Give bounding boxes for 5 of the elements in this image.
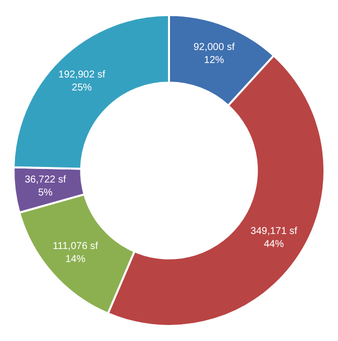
data-label: 111,076 sf 14% — [52, 240, 98, 265]
data-label: 92,000 sf 12% — [193, 42, 235, 66]
data-label: 36,722 sf 5% — [24, 174, 66, 198]
data-label: 349,171 sf 44% — [250, 226, 298, 250]
data-label: 192,902 sf 25% — [58, 69, 106, 94]
